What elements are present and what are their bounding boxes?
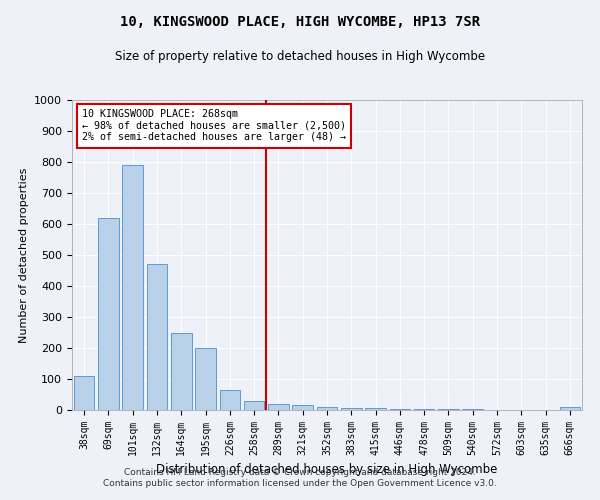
Bar — [74, 376, 94, 410]
Bar — [146, 264, 167, 410]
Y-axis label: Number of detached properties: Number of detached properties — [19, 168, 29, 342]
Bar — [365, 408, 386, 410]
Bar — [98, 218, 119, 410]
Bar — [292, 406, 313, 410]
Bar — [122, 165, 143, 410]
Text: Size of property relative to detached houses in High Wycombe: Size of property relative to detached ho… — [115, 50, 485, 63]
Bar — [268, 404, 289, 410]
Bar — [171, 332, 191, 410]
X-axis label: Distribution of detached houses by size in High Wycombe: Distribution of detached houses by size … — [157, 464, 497, 476]
Text: Contains HM Land Registry data © Crown copyright and database right 2024.
Contai: Contains HM Land Registry data © Crown c… — [103, 468, 497, 487]
Bar — [341, 408, 362, 410]
Bar — [560, 407, 580, 410]
Text: 10 KINGSWOOD PLACE: 268sqm
← 98% of detached houses are smaller (2,500)
2% of se: 10 KINGSWOOD PLACE: 268sqm ← 98% of deta… — [82, 110, 346, 142]
Bar — [220, 390, 240, 410]
Bar — [244, 402, 265, 410]
Bar — [389, 409, 410, 410]
Bar — [195, 348, 216, 410]
Text: 10, KINGSWOOD PLACE, HIGH WYCOMBE, HP13 7SR: 10, KINGSWOOD PLACE, HIGH WYCOMBE, HP13 … — [120, 15, 480, 29]
Bar — [317, 407, 337, 410]
